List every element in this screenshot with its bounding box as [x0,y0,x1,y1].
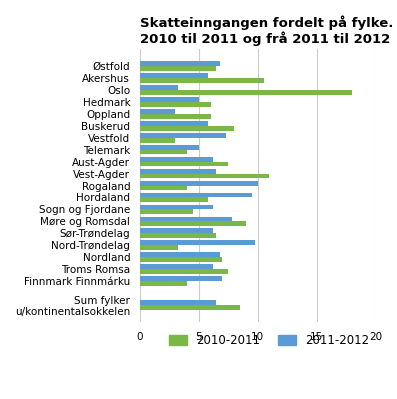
Bar [140,73,208,78]
Bar [140,174,270,178]
Bar [140,281,187,286]
Legend: 2010-2011, 2011-2012: 2010-2011, 2011-2012 [165,329,374,352]
Bar [140,85,177,90]
Bar [140,162,228,166]
Bar [140,181,258,186]
Bar [140,114,211,119]
Bar [140,252,220,257]
Bar [140,221,246,226]
Bar [140,233,216,238]
Bar [140,66,216,71]
Bar [140,133,226,138]
Bar [140,198,208,202]
Bar [140,305,240,310]
Bar [140,245,177,250]
Bar [140,157,213,162]
Bar [140,102,211,107]
Bar [140,209,193,214]
Bar [140,126,234,130]
Bar [140,78,264,83]
Bar [140,121,208,126]
Bar [140,276,222,281]
Bar [140,150,187,154]
Bar [140,217,232,221]
Bar [140,109,175,114]
Bar [140,61,220,66]
Bar [140,169,216,174]
Bar [140,264,213,269]
Bar [140,186,187,190]
Bar [140,90,352,95]
Bar [140,300,216,305]
Text: Skatteinngangen fordelt på fylke. Prosentvis endring januar-mars frå
2010 til 20: Skatteinngangen fordelt på fylke. Prosen… [140,15,397,46]
Bar [140,257,222,262]
Bar [140,229,213,233]
Bar [140,97,199,102]
Bar [140,145,199,150]
Bar [140,193,252,198]
Bar [140,269,228,274]
Bar [140,138,175,142]
Bar [140,205,213,209]
Bar [140,241,255,245]
